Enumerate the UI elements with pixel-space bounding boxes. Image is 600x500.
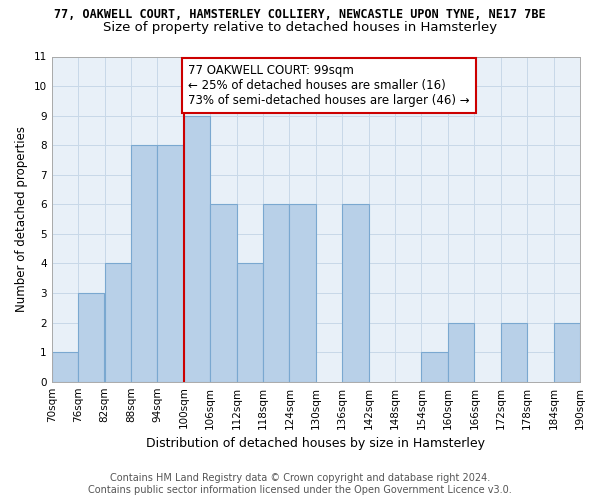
X-axis label: Distribution of detached houses by size in Hamsterley: Distribution of detached houses by size …: [146, 437, 485, 450]
Bar: [52, 352, 78, 382]
Bar: [263, 204, 289, 382]
Bar: [131, 145, 157, 382]
Bar: [78, 293, 104, 382]
Text: 77, OAKWELL COURT, HAMSTERLEY COLLIERY, NEWCASTLE UPON TYNE, NE17 7BE: 77, OAKWELL COURT, HAMSTERLEY COLLIERY, …: [54, 8, 546, 20]
Y-axis label: Number of detached properties: Number of detached properties: [15, 126, 28, 312]
Text: 77 OAKWELL COURT: 99sqm
← 25% of detached houses are smaller (16)
73% of semi-de: 77 OAKWELL COURT: 99sqm ← 25% of detache…: [188, 64, 470, 107]
Bar: [501, 322, 527, 382]
Bar: [289, 204, 316, 382]
Bar: [184, 116, 210, 382]
Bar: [342, 204, 368, 382]
Bar: [554, 322, 580, 382]
Text: Size of property relative to detached houses in Hamsterley: Size of property relative to detached ho…: [103, 21, 497, 34]
Bar: [236, 264, 263, 382]
Bar: [448, 322, 475, 382]
Text: Contains HM Land Registry data © Crown copyright and database right 2024.
Contai: Contains HM Land Registry data © Crown c…: [88, 474, 512, 495]
Bar: [104, 264, 131, 382]
Bar: [210, 204, 236, 382]
Bar: [421, 352, 448, 382]
Bar: [157, 145, 184, 382]
